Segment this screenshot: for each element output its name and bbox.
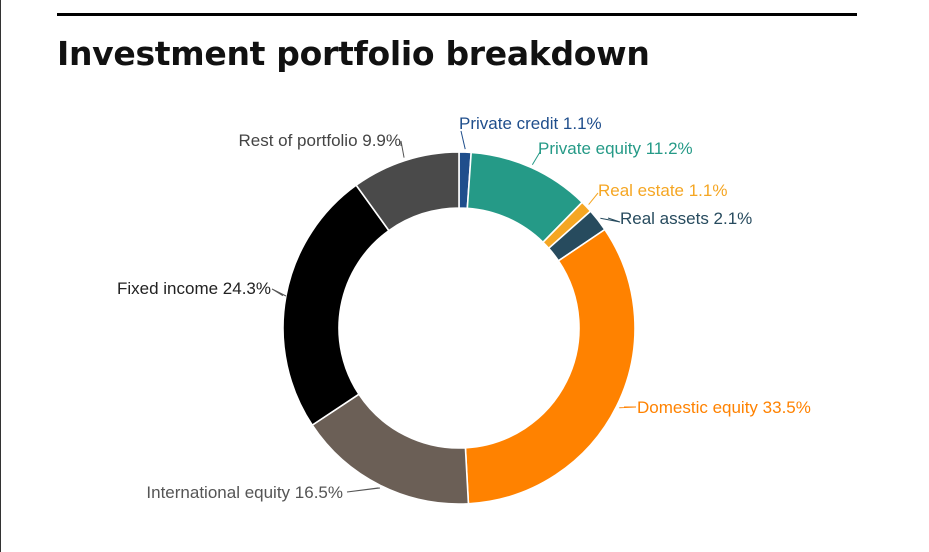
label-private-equity: Private equity 11.2%	[538, 139, 693, 158]
leader-line-private-credit	[460, 130, 466, 150]
leader-lines	[271, 130, 637, 493]
label-domestic-equity: Domestic equity 33.5%	[637, 398, 811, 417]
label-international-equity: International equity 16.5%	[146, 483, 343, 502]
leader-line-rest-of-portfolio	[400, 140, 405, 158]
slice-fixed-income	[282, 184, 391, 427]
slice-labels: Private credit 1.1% Private equity 11.2% R…	[117, 114, 811, 502]
leader-line-domestic-equity	[619, 406, 637, 409]
chart-title: Investment portfolio breakdown	[57, 34, 650, 73]
label-private-credit: Private credit 1.1%	[459, 114, 602, 133]
label-rest-of-portfolio: Rest of portfolio 9.9%	[238, 131, 401, 150]
leader-line-real-estate	[588, 192, 599, 205]
leader-line-real-assets	[600, 217, 621, 223]
leader-line-private-equity	[531, 151, 541, 165]
slice-domestic-equity	[464, 228, 636, 505]
header-rule	[57, 13, 857, 16]
donut-slices	[282, 151, 636, 505]
label-fixed-income: Fixed income 24.3%	[117, 279, 271, 298]
page-left-border	[0, 0, 1, 552]
leader-line-fixed-income	[271, 288, 287, 297]
slice-rest-of-portfolio	[355, 151, 460, 232]
label-real-estate: Real estate 1.1%	[598, 181, 727, 200]
leader-line-international-equity	[346, 487, 381, 493]
label-real-assets: Real assets 2.1%	[620, 209, 752, 228]
